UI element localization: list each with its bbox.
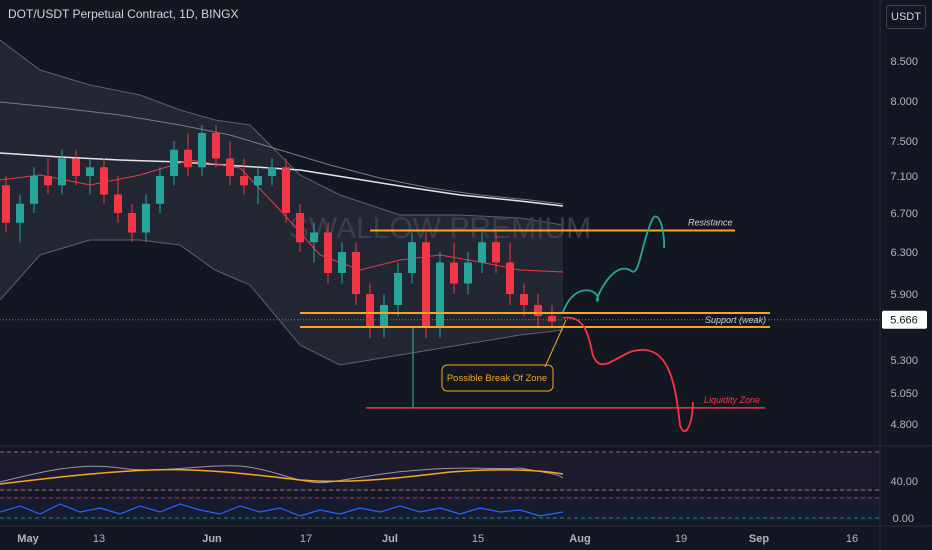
- candle-body: [478, 242, 486, 263]
- time-tick-label: Jul: [382, 533, 398, 545]
- resistance-label: Resistance: [688, 218, 733, 228]
- candle-body: [156, 176, 164, 204]
- candle-body: [534, 305, 542, 316]
- current-price-value: 5.666: [890, 315, 918, 327]
- time-tick-label: 19: [675, 533, 687, 545]
- time-tick-label: Aug: [569, 533, 590, 545]
- break-callout-box: [441, 364, 554, 392]
- band-upper-line: [0, 39, 564, 226]
- price-tick-label: 8.000: [890, 96, 918, 108]
- price-tick-label: 5.050: [890, 388, 918, 400]
- time-tick-label: 15: [472, 533, 484, 545]
- candle-body: [128, 213, 136, 233]
- candle-body: [212, 133, 220, 159]
- price-tick-label: 7.100: [890, 171, 918, 183]
- candle-body: [310, 232, 318, 243]
- candle-body: [450, 262, 458, 284]
- moving-average-mid: [0, 101, 564, 205]
- bullish-projection-path: [562, 215, 666, 313]
- candle-body: [408, 242, 416, 273]
- currency-button[interactable]: USDT: [886, 5, 926, 29]
- time-tick-label: 17: [300, 533, 312, 545]
- candle-body: [170, 149, 178, 176]
- candle-body: [436, 262, 444, 327]
- price-tick-label: 6.300: [890, 247, 918, 259]
- candle-body: [282, 167, 290, 213]
- time-tick-label: 16: [846, 533, 858, 545]
- candle-body: [352, 252, 360, 294]
- break-callout-text: Possible Break Of Zone: [447, 373, 547, 384]
- price-tick-label: 6.700: [890, 208, 918, 220]
- candle-body: [44, 176, 52, 186]
- price-tick-label: 5.900: [890, 289, 918, 301]
- time-tick-label: Sep: [749, 533, 769, 545]
- candle-body: [520, 294, 528, 305]
- watermark: SWALLOW PREMIUM: [289, 212, 591, 245]
- osc-line: [0, 503, 564, 517]
- price-tick-label: 7.500: [890, 136, 918, 148]
- moving-average-long: [0, 152, 564, 207]
- candle-body: [226, 158, 234, 176]
- candle-body: [30, 176, 38, 204]
- osc-axis-label: 0.00: [893, 513, 914, 525]
- price-tick-label: 5.300: [890, 355, 918, 367]
- candle-body: [100, 167, 108, 195]
- candle-body: [380, 305, 388, 327]
- candle-body: [548, 316, 556, 322]
- candle-body: [240, 176, 248, 186]
- chart-title: DOT/USDT Perpetual Contract, 1D, BINGX: [8, 7, 239, 21]
- candle-body: [464, 262, 472, 284]
- current-price-tag: [882, 310, 927, 329]
- candle-body: [198, 133, 206, 168]
- candle-body: [324, 232, 332, 273]
- candle-body: [114, 194, 122, 213]
- time-tick-label: 13: [93, 533, 105, 545]
- candle-body: [16, 203, 24, 223]
- candle-body: [142, 203, 150, 233]
- band-lower-line: [0, 239, 564, 366]
- price-tick-label: 4.800: [890, 419, 918, 431]
- liquidity-label: Liquidity Zone: [704, 395, 760, 405]
- price-tick-label: 8.500: [890, 56, 918, 68]
- candle-body: [184, 149, 192, 168]
- candle-body: [58, 158, 66, 186]
- candle-body: [366, 294, 374, 327]
- rsi-axis-label: 40.00: [890, 476, 918, 488]
- candle-body: [296, 213, 304, 243]
- candle-body: [338, 252, 346, 273]
- candle-body: [394, 273, 402, 305]
- rsi-signal-line: [0, 468, 564, 485]
- candle-body: [422, 242, 430, 327]
- time-tick-label: May: [17, 533, 39, 545]
- rsi-pane-background: [0, 452, 880, 491]
- candle-body: [72, 158, 80, 176]
- break-callout-pointer: [544, 319, 567, 368]
- candle-body: [86, 167, 94, 176]
- candle-body: [2, 185, 10, 223]
- candle-body: [268, 167, 276, 176]
- bearish-projection-path: [562, 316, 694, 432]
- time-tick-label: Jun: [202, 533, 222, 545]
- rsi-line: [0, 465, 564, 484]
- candle-body: [492, 242, 500, 263]
- candle-body: [506, 262, 514, 294]
- candle-body: [254, 176, 262, 186]
